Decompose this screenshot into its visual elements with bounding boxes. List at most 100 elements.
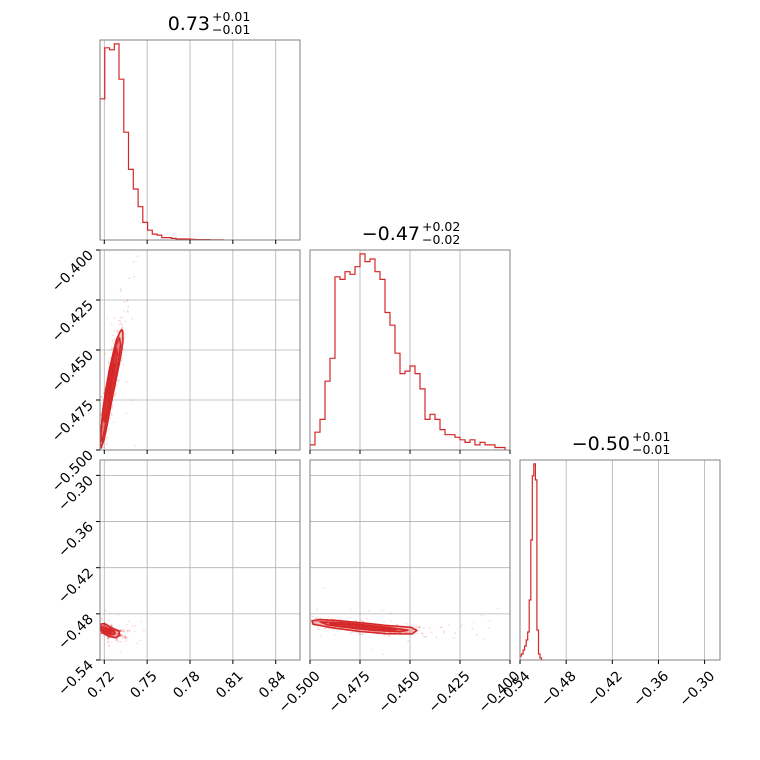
sample-point bbox=[121, 327, 123, 329]
sample-point bbox=[96, 633, 98, 635]
sample-point bbox=[134, 444, 137, 447]
sample-point bbox=[108, 645, 111, 648]
y-tick-label: −0.450 bbox=[49, 348, 97, 396]
sample-point bbox=[110, 624, 113, 627]
sample-point bbox=[396, 624, 399, 626]
sample-point bbox=[128, 630, 131, 632]
sample-point bbox=[97, 626, 99, 628]
sample-point bbox=[120, 629, 123, 632]
sample-point bbox=[115, 638, 118, 640]
sample-point bbox=[120, 323, 123, 325]
sample-point bbox=[97, 458, 99, 460]
sample-point bbox=[114, 395, 116, 397]
sample-point bbox=[101, 617, 104, 620]
sample-point bbox=[117, 346, 120, 349]
sample-point bbox=[120, 634, 123, 637]
sample-point bbox=[123, 628, 126, 631]
sample-point bbox=[100, 395, 103, 398]
sample-point bbox=[124, 636, 127, 639]
sample-point bbox=[116, 330, 119, 333]
sample-point bbox=[126, 310, 129, 312]
sample-point bbox=[102, 624, 105, 627]
sample-point bbox=[76, 391, 78, 393]
panel-background bbox=[100, 40, 300, 240]
sample-point bbox=[301, 611, 303, 613]
sample-point bbox=[123, 630, 125, 633]
sample-point bbox=[88, 507, 90, 509]
sample-point bbox=[115, 639, 117, 642]
sample-point bbox=[422, 635, 425, 638]
sample-point bbox=[98, 445, 100, 447]
sample-point bbox=[301, 623, 303, 625]
sample-point bbox=[315, 621, 318, 623]
sample-point bbox=[407, 640, 410, 642]
sample-point bbox=[389, 620, 392, 622]
sample-point bbox=[418, 626, 420, 629]
sample-point bbox=[442, 632, 445, 634]
sample-point bbox=[136, 255, 139, 258]
title-plus: +0.01 bbox=[212, 9, 250, 24]
sample-point bbox=[351, 631, 354, 633]
sample-point bbox=[91, 350, 93, 352]
sample-point bbox=[113, 338, 116, 341]
y-tick-label: −0.475 bbox=[49, 398, 97, 446]
sample-point bbox=[119, 641, 122, 643]
sample-point bbox=[134, 625, 137, 627]
sample-point bbox=[121, 326, 124, 329]
sample-point bbox=[111, 334, 114, 337]
sample-point bbox=[115, 630, 118, 633]
sample-point bbox=[408, 631, 411, 634]
sample-point bbox=[118, 323, 121, 326]
sample-point bbox=[472, 621, 475, 624]
sample-point bbox=[103, 387, 106, 390]
sample-point bbox=[349, 608, 352, 611]
sample-point bbox=[108, 619, 110, 622]
sample-point bbox=[307, 618, 309, 620]
sample-point bbox=[97, 633, 99, 635]
sample-point bbox=[102, 446, 105, 449]
sample-point bbox=[125, 623, 128, 626]
sample-point bbox=[488, 620, 491, 622]
sample-point bbox=[322, 628, 325, 630]
sample-point bbox=[124, 636, 126, 639]
sample-point bbox=[92, 628, 94, 630]
sample-point bbox=[116, 633, 119, 636]
sample-point bbox=[97, 397, 99, 399]
sample-point bbox=[129, 629, 131, 632]
sample-point bbox=[95, 469, 97, 471]
sample-point bbox=[95, 626, 97, 628]
sample-point bbox=[387, 634, 390, 637]
sample-point bbox=[110, 346, 113, 348]
sample-point bbox=[121, 637, 124, 639]
sample-point bbox=[382, 653, 385, 656]
sample-point bbox=[346, 617, 349, 619]
sample-point bbox=[97, 627, 99, 629]
contour-level-2 bbox=[329, 622, 397, 631]
x-tick-label: −0.48 bbox=[538, 668, 580, 710]
sample-point bbox=[124, 333, 127, 336]
sample-point bbox=[424, 635, 426, 638]
sample-point bbox=[111, 405, 114, 408]
histogram-step bbox=[520, 463, 543, 660]
sample-point bbox=[471, 627, 474, 630]
sample-point bbox=[117, 613, 120, 615]
sample-point bbox=[323, 586, 326, 589]
sample-point bbox=[110, 412, 113, 415]
sample-point bbox=[102, 427, 104, 429]
sample-point bbox=[111, 339, 114, 342]
sample-point bbox=[110, 407, 113, 410]
sample-point bbox=[304, 618, 306, 620]
sample-point bbox=[116, 634, 119, 636]
sample-point bbox=[481, 614, 483, 617]
sample-point bbox=[121, 316, 124, 318]
sample-point bbox=[406, 631, 408, 634]
sample-point bbox=[383, 621, 386, 623]
sample-point bbox=[125, 381, 128, 383]
sample-point bbox=[405, 631, 408, 634]
sample-point bbox=[422, 627, 425, 629]
title-median: −0.50 bbox=[572, 433, 630, 455]
sample-point bbox=[95, 429, 97, 431]
sample-point bbox=[110, 624, 112, 627]
sample-point bbox=[116, 632, 119, 635]
